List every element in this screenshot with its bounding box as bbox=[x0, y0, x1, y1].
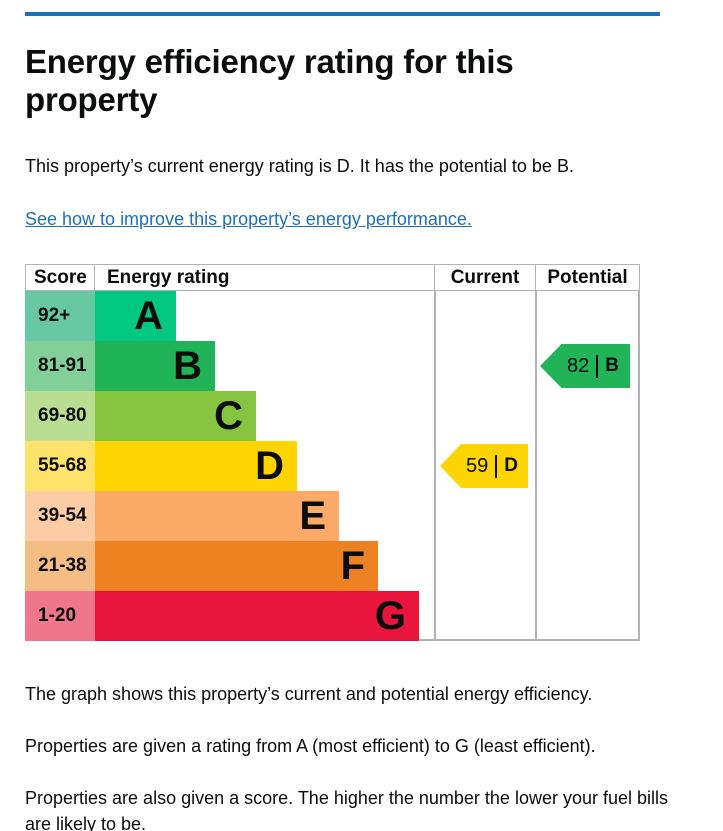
intro-text: This property’s current energy rating is… bbox=[25, 156, 574, 176]
potential-column-divider bbox=[535, 291, 537, 639]
column-header-potential: Potential bbox=[547, 267, 628, 288]
band-bar-a: A bbox=[95, 291, 176, 341]
current-column-divider bbox=[434, 291, 436, 639]
band-bar-g: G bbox=[95, 591, 419, 641]
band-score-e: 39-54 bbox=[25, 491, 95, 541]
chart-bands-area: 92+ A 81-91 B 69-80 C 55-68 D 39-54 bbox=[25, 291, 640, 641]
pointer-separator bbox=[596, 354, 599, 378]
band-letter-e: E bbox=[299, 493, 326, 538]
band-row-b: 81-91 B bbox=[25, 341, 640, 391]
score-explanation-text: Properties are also given a score. The h… bbox=[25, 788, 669, 831]
band-bar-f: F bbox=[95, 541, 378, 591]
page-title: Energy efficiency rating for this proper… bbox=[25, 43, 514, 118]
column-header-energy-rating: Energy rating bbox=[95, 265, 435, 290]
band-row-e: 39-54 E bbox=[25, 491, 640, 541]
band-score-c: 69-80 bbox=[25, 391, 95, 441]
graph-description-text: The graph shows this property’s current … bbox=[25, 684, 593, 704]
chart-header-row: Score Energy rating Current Potential bbox=[25, 264, 640, 291]
band-bar-d: D bbox=[95, 441, 297, 491]
current-rating-pointer: 59 D bbox=[440, 444, 528, 488]
band-letter-c: C bbox=[214, 393, 243, 438]
band-letter-a: A bbox=[134, 293, 163, 338]
band-score-f: 21-38 bbox=[25, 541, 95, 591]
band-score-a: 92+ bbox=[25, 291, 95, 341]
band-letter-b: B bbox=[173, 343, 202, 388]
column-header-current: Current bbox=[435, 265, 536, 290]
energy-rating-chart: Score Energy rating Current Potential 92… bbox=[25, 264, 640, 641]
potential-rating-value: 82 bbox=[567, 354, 590, 377]
band-letter-g: G bbox=[374, 593, 406, 638]
band-bar-c: C bbox=[95, 391, 256, 441]
column-header-score: Score bbox=[26, 265, 95, 290]
section-accent-rule bbox=[25, 12, 660, 16]
band-bar-e: E bbox=[95, 491, 339, 541]
chart-right-border bbox=[638, 291, 640, 639]
band-score-d: 55-68 bbox=[25, 441, 95, 491]
current-rating-band: D bbox=[504, 455, 518, 476]
band-row-g: 1-20 G bbox=[25, 591, 640, 641]
band-row-d: 55-68 D bbox=[25, 441, 640, 491]
pointer-separator bbox=[495, 454, 498, 478]
current-rating-value: 59 bbox=[466, 454, 489, 477]
band-score-g: 1-20 bbox=[25, 591, 95, 641]
band-letter-d: D bbox=[255, 443, 284, 488]
rating-explanation-text: Properties are given a rating from A (mo… bbox=[25, 736, 596, 756]
band-score-b: 81-91 bbox=[25, 341, 95, 391]
band-row-c: 69-80 C bbox=[25, 391, 640, 441]
band-bar-b: B bbox=[95, 341, 215, 391]
band-row-f: 21-38 F bbox=[25, 541, 640, 591]
potential-rating-band: B bbox=[605, 355, 619, 376]
band-row-a: 92+ A bbox=[25, 291, 640, 341]
potential-rating-pointer: 82 B bbox=[540, 344, 630, 388]
band-letter-f: F bbox=[340, 543, 365, 588]
improve-performance-link[interactable]: See how to improve this property’s energ… bbox=[25, 209, 472, 229]
